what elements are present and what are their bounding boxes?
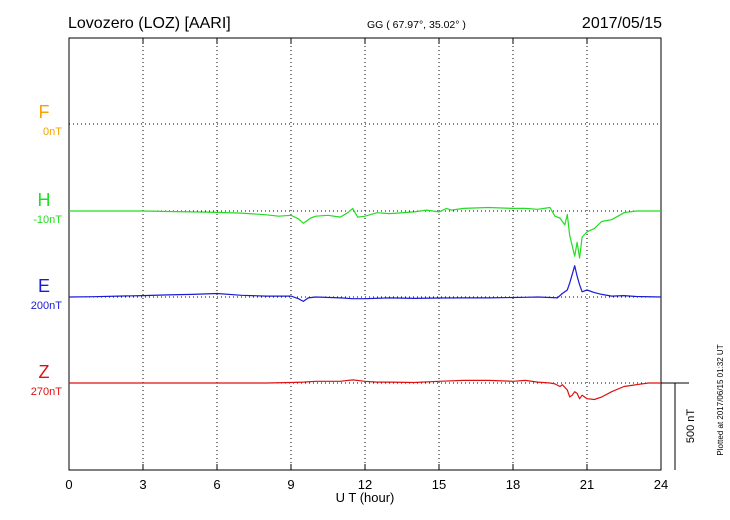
traces bbox=[68, 206, 662, 401]
series-label-z: Z bbox=[39, 362, 50, 382]
x-tick-label: 21 bbox=[580, 477, 594, 492]
x-tick-label: 3 bbox=[139, 477, 146, 492]
x-tick-label: 0 bbox=[65, 477, 72, 492]
plotted-timestamp: Plotted at 2017/06/15 01:32 UT bbox=[716, 344, 725, 455]
x-tick-label: 6 bbox=[213, 477, 220, 492]
station-title: Lovozero (LOZ) [AARI] bbox=[68, 15, 231, 32]
baseline-grid bbox=[69, 123, 661, 384]
series-line-e bbox=[68, 265, 662, 302]
series-label-f: F bbox=[39, 102, 50, 122]
x-tick-label: 24 bbox=[654, 477, 668, 492]
series-baseline-f: 0nT bbox=[43, 126, 62, 138]
series-line-h bbox=[69, 206, 661, 259]
scale-bar: 500 nT bbox=[661, 382, 697, 470]
series-baseline-z: 270nT bbox=[31, 386, 62, 398]
component-labels: F 0nT H -10nT E 200nT Z 270nT bbox=[31, 102, 62, 398]
x-tick-label: 12 bbox=[358, 477, 372, 492]
plot-date: 2017/05/15 bbox=[582, 15, 662, 32]
series-label-h: H bbox=[38, 190, 51, 210]
scale-bar-label: 500 nT bbox=[685, 409, 697, 444]
series-line-z bbox=[69, 379, 661, 401]
series-label-e: E bbox=[38, 276, 50, 296]
series-baseline-h: -10nT bbox=[33, 214, 62, 226]
x-tick-label: 9 bbox=[287, 477, 294, 492]
series-baseline-e: 200nT bbox=[31, 300, 62, 312]
x-tick-label: 15 bbox=[432, 477, 446, 492]
station-coords: GG ( 67.97°, 35.02° ) bbox=[367, 19, 466, 31]
x-axis-ticks bbox=[68, 38, 662, 470]
x-axis-label: U T (hour) bbox=[336, 490, 395, 505]
x-tick-label: 18 bbox=[506, 477, 520, 492]
vertical-grid bbox=[142, 38, 588, 470]
x-axis-tick-labels: 0 3 6 9 12 15 18 21 24 bbox=[65, 477, 668, 492]
